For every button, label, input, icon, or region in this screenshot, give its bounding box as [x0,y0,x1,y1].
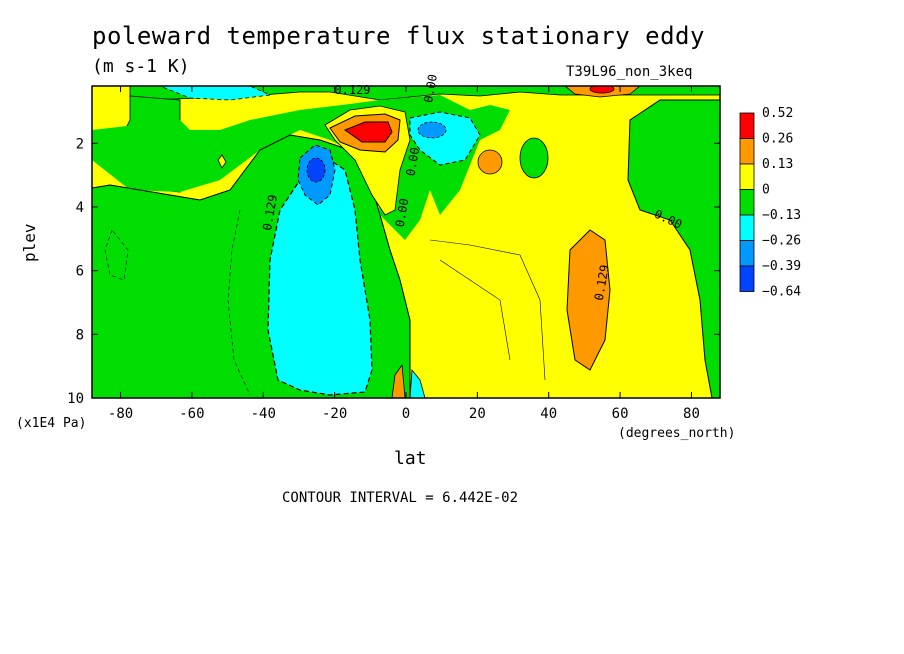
region-red-eq [343,121,393,143]
legend-label: 0.13 [762,157,793,172]
x-tick-label: -20 [322,406,347,422]
y-tick-label: 2 [76,136,84,152]
region-green-right [627,99,720,398]
region-cyan-top [159,86,272,101]
chart-title: poleward temperature flux stationary edd… [92,22,705,50]
region-blue-mid [417,121,447,139]
x-tick-label: 40 [540,406,557,422]
region-orange-55n [566,229,611,371]
x-tick-label: 20 [469,406,486,422]
legend-label: −0.13 [762,208,801,223]
x-tick-label: 0 [402,406,410,422]
region-cyan-surface [409,368,426,398]
contour-labels: 0.129 0.000.000.129 0.00 0.000.129 [260,73,684,302]
contour-dashed-2 [104,229,129,281]
x-tick-label: -40 [251,406,276,422]
y-axis-unit: (x1E4 Pa) [16,416,87,431]
run-id-label: T39L96_non_3keq [566,64,693,80]
region-deep-blue [306,157,326,183]
y-axis-ticks: 2 4 6 8 10 [67,136,720,407]
contour-dashed-1 [227,209,251,396]
legend-label: 0.26 [762,132,793,147]
legend-label: −0.26 [762,234,801,249]
legend-swatch [739,138,755,165]
contour-label: 0.129 [260,194,280,232]
x-tick-label: -80 [108,406,133,422]
legend-label: −0.39 [762,259,801,274]
legend-swatch [739,240,755,267]
x-tick-label: 60 [612,406,629,422]
contour-interval-label: CONTOUR INTERVAL = 6.442E-02 [282,490,519,506]
contour-label: 0.129 [592,264,612,302]
y-tick-label: 10 [67,391,84,407]
y-tick-label: 8 [76,327,84,343]
x-axis-ticks: -80 -60 -40 -20 0 20 40 60 80 [108,86,700,422]
region-red-top [589,86,615,94]
region-cyan-left [267,159,373,396]
small-yellow-diamond [217,154,227,169]
contour-field [92,86,720,398]
x-tick-label: 80 [683,406,700,422]
legend-label: −0.64 [762,285,801,300]
chart-units: (m s-1 K) [92,56,190,77]
region-orange-surface [391,363,406,398]
contour-label: 0.129 [334,83,370,97]
legend-swatch [739,265,755,292]
y-tick-label: 6 [76,264,84,280]
x-tick-label: -60 [179,406,204,422]
region-orange-25n [477,149,503,175]
region-green-blob [519,137,549,179]
legend-label: 0.52 [762,106,793,121]
legend-swatch [739,163,755,190]
legend-swatch [739,214,755,241]
legend-swatch [739,112,755,139]
contour-thin-2 [439,259,511,361]
color-legend: 0.52 0.26 0.13 0 −0.13 −0.26 −0.39 −0.64 [739,106,801,300]
contour-label: 0.00 [421,73,440,104]
legend-label: 0 [762,183,770,198]
contour-label: 0.00 [403,146,422,177]
legend-swatch [739,189,755,216]
contour-label: 0.00 [393,197,412,228]
contour-thin-1 [429,239,546,381]
x-axis-unit: (degrees_north) [618,426,736,441]
y-tick-label: 4 [76,200,84,216]
x-axis-label: lat [394,448,427,469]
